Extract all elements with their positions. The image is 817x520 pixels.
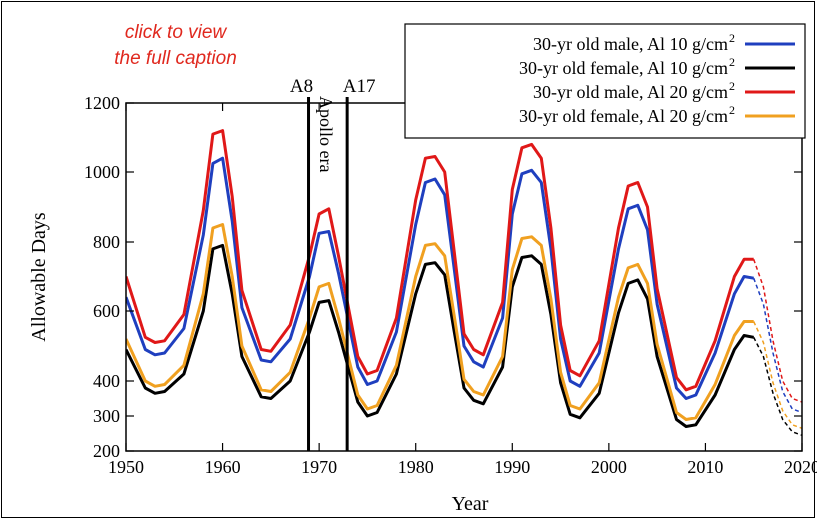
x-tick-label: 2010 [687, 457, 723, 477]
x-tick-label: 2020 [784, 457, 817, 477]
annotation-label-a17: A17 [343, 76, 376, 97]
series-layer [126, 129, 802, 437]
y-tick-label: 300 [93, 406, 120, 426]
y-tick-label: 1000 [84, 162, 120, 182]
axes-layer: 1950 1960 1970 1980 1990 2000 2010 2020 200 300 40… [84, 93, 817, 477]
y-tick-label: 400 [93, 371, 120, 391]
y-tick-label: 800 [93, 232, 120, 252]
series-projection-3 [752, 259, 802, 403]
apollo-era-label: Apollo era [316, 96, 336, 172]
legend-label-1: 30-yr old male, Al 10 g/cm [533, 34, 728, 54]
x-tick-label: 1960 [205, 457, 241, 477]
caption-link-line1: click to view [124, 22, 227, 43]
legend-label-3: 30-yr old male, Al 20 g/cm [533, 82, 728, 102]
x-tick-label: 1980 [398, 457, 434, 477]
caption-link-line2: the full caption [114, 48, 237, 69]
view-caption-link[interactable]: click to view the full caption [78, 20, 273, 72]
y-axis-label: Allowable Days [28, 212, 50, 342]
legend-label-superscript: 2 [729, 103, 735, 117]
x-tick-label: 2000 [591, 457, 627, 477]
series-projection-1 [752, 277, 802, 414]
series-projection-2 [753, 336, 802, 437]
annotation-layer: A8 A17 Apollo era [290, 76, 376, 451]
x-tick-label: 1970 [301, 457, 337, 477]
legend-label-superscript: 2 [729, 79, 735, 93]
legend-label-superscript: 2 [729, 31, 735, 45]
legend: 30-yr old male, Al 10 g/cm 230-yr old fem… [404, 23, 806, 139]
y-tick-label: 1200 [84, 93, 120, 113]
annotation-label-a8: A8 [290, 76, 313, 97]
x-tick-label: 1950 [108, 457, 144, 477]
legend-label-4: 30-yr old female, Al 20 g/cm [519, 106, 728, 126]
legend-box [404, 23, 806, 139]
series-line-3 [126, 129, 754, 392]
y-tick-label: 200 [93, 441, 120, 461]
x-axis-label: Year [452, 493, 489, 515]
series-line-4 [126, 223, 754, 421]
series-projection-4 [753, 321, 802, 430]
series-line-2 [126, 243, 754, 428]
y-tick-label: 600 [93, 301, 120, 321]
x-tick-label: 1990 [494, 457, 530, 477]
series-line-1 [126, 156, 754, 400]
legend-label-2: 30-yr old female, Al 10 g/cm [519, 58, 728, 78]
legend-label-superscript: 2 [729, 55, 735, 69]
